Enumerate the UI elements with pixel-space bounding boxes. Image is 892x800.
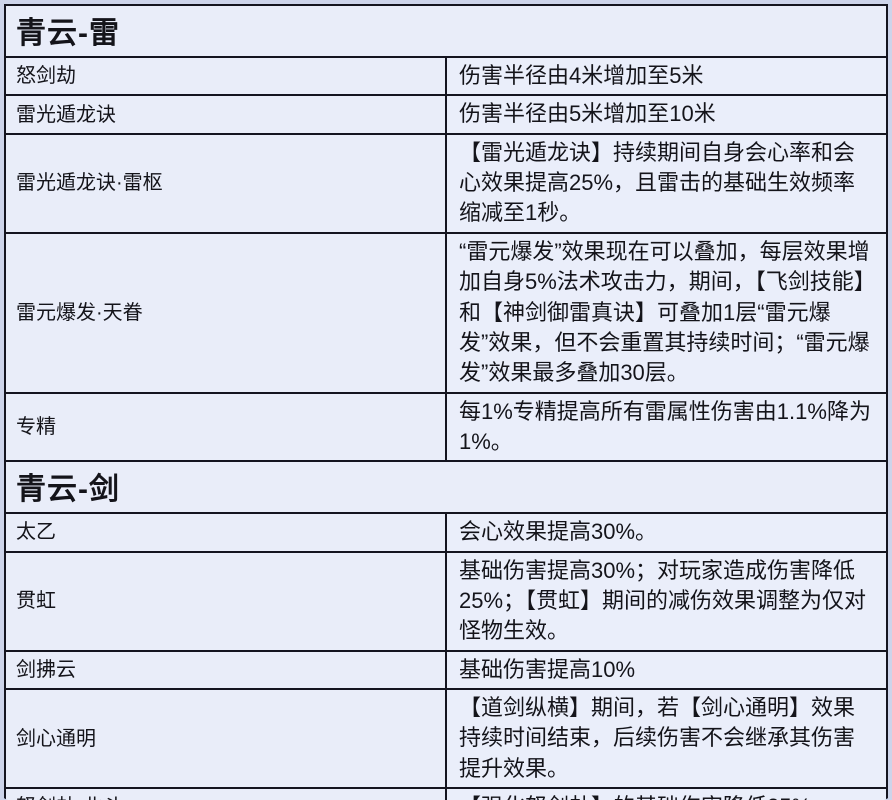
skill-adjustment-table: 青云-雷 怒剑劫 伤害半径由4米增加至5米 雷光遁龙诀 伤害半径由5米增加至10… [4, 4, 888, 800]
skill-desc: 伤害半径由4米增加至5米 [445, 55, 888, 97]
skill-desc: 基础伤害提高10% [445, 649, 888, 691]
table-row: 贯虹 基础伤害提高30%；对玩家造成伤害降低25%；【贯虹】期间的减伤效果调整为… [4, 550, 888, 652]
table-row: 雷光遁龙诀·雷枢 【雷光遁龙诀】持续期间自身会心率和会心效果提高25%，且雷击的… [4, 132, 888, 234]
skill-name: 贯虹 [4, 550, 447, 652]
skill-desc: 【雷光遁龙诀】持续期间自身会心率和会心效果提高25%，且雷击的基础生效频率缩减至… [445, 132, 888, 234]
section-header-row: 青云-剑 [4, 460, 888, 515]
skill-desc: 【道剑纵横】期间，若【剑心通明】效果持续时间结束，后续伤害不会继承其伤害提升效果… [445, 688, 888, 790]
section-title-thunder: 青云-雷 [4, 4, 888, 58]
table-row: 怒剑劫 伤害半径由4米增加至5米 [4, 55, 888, 97]
table-row: 怒剑劫·北斗 【强化怒剑劫】的基础伤害降低25%。 [4, 787, 888, 800]
skill-desc: 会心效果提高30%。 [445, 512, 888, 553]
skill-name: 怒剑劫 [4, 55, 447, 97]
skill-name: 剑拂云 [4, 649, 447, 691]
table-row: 雷元爆发·天眷 “雷元爆发”效果现在可以叠加，每层效果增加自身5%法术攻击力，期… [4, 231, 888, 394]
skill-name: 太乙 [4, 512, 447, 553]
table-row: 专精 每1%专精提高所有雷属性伤害由1.1%降为1%。 [4, 391, 888, 463]
skill-name: 雷光遁龙诀 [4, 94, 447, 135]
skill-name: 雷元爆发·天眷 [4, 231, 447, 394]
skill-desc: 【强化怒剑劫】的基础伤害降低25%。 [445, 787, 888, 800]
section-header-row: 青云-雷 [4, 4, 888, 58]
table-row: 雷光遁龙诀 伤害半径由5米增加至10米 [4, 94, 888, 135]
skill-desc: 每1%专精提高所有雷属性伤害由1.1%降为1%。 [445, 391, 888, 463]
skill-desc: “雷元爆发”效果现在可以叠加，每层效果增加自身5%法术攻击力，期间，【飞剑技能】… [445, 231, 888, 394]
section-title-sword: 青云-剑 [4, 460, 888, 515]
skill-desc: 伤害半径由5米增加至10米 [445, 94, 888, 135]
table-row: 剑拂云 基础伤害提高10% [4, 649, 888, 691]
skill-name: 剑心通明 [4, 688, 447, 790]
skill-name: 怒剑劫·北斗 [4, 787, 447, 800]
skill-name: 专精 [4, 391, 447, 463]
table-row: 太乙 会心效果提高30%。 [4, 512, 888, 553]
skill-name: 雷光遁龙诀·雷枢 [4, 132, 447, 234]
table-row: 剑心通明 【道剑纵横】期间，若【剑心通明】效果持续时间结束，后续伤害不会继承其伤… [4, 688, 888, 790]
skill-desc: 基础伤害提高30%；对玩家造成伤害降低25%；【贯虹】期间的减伤效果调整为仅对怪… [445, 550, 888, 652]
